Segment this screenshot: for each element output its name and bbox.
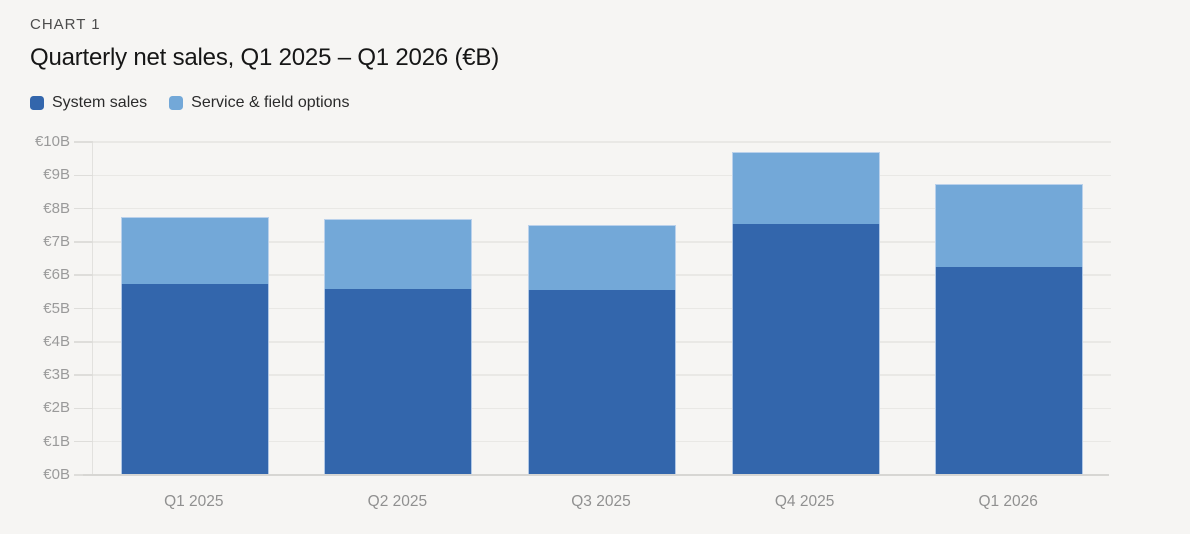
bar-q2-2025[interactable]	[324, 218, 473, 475]
bar-segment-service-field-options[interactable]	[324, 218, 473, 289]
bar-segment-service-field-options[interactable]	[120, 216, 269, 284]
y-axis-label: €3B	[43, 366, 70, 384]
bar-segment-service-field-options[interactable]	[935, 183, 1084, 267]
gridline	[93, 174, 1111, 177]
bar-segment-service-field-options[interactable]	[731, 152, 880, 224]
y-tick-mark	[74, 307, 93, 310]
bar-segment-system-sales[interactable]	[120, 283, 269, 475]
y-axis-label: €1B	[43, 432, 70, 450]
x-axis-line	[83, 473, 1109, 476]
y-tick-mark	[74, 374, 93, 376]
bar-q1-2025[interactable]	[120, 216, 269, 475]
bar-q3-2025[interactable]	[528, 225, 676, 475]
gridline	[93, 207, 1111, 210]
chart-kicker: CHART 1	[30, 16, 101, 33]
bar-q1-2026[interactable]	[935, 183, 1084, 475]
legend: System sales Service & field options	[30, 94, 349, 112]
x-axis-label: Q1 2025	[164, 493, 224, 510]
bar-segment-system-sales[interactable]	[324, 288, 473, 475]
legend-label: Service & field options	[191, 94, 350, 111]
y-tick-mark	[74, 274, 93, 276]
y-axis-label: €7B	[43, 232, 70, 250]
y-tick-mark	[74, 174, 93, 177]
plot-area	[92, 141, 1111, 475]
y-axis-label: €10B	[34, 133, 70, 150]
chart-canvas: €0B €1B €2B €3B €4B €5B €6B €7B €8B €9B €10B Q1 202…	[0, 133, 1190, 534]
x-axis-label: Q1 2026	[978, 493, 1038, 510]
bar-segment-system-sales[interactable]	[731, 223, 880, 475]
legend-swatch-icon	[30, 96, 44, 110]
bar-segment-service-field-options[interactable]	[528, 225, 676, 291]
bar-segment-system-sales[interactable]	[528, 290, 676, 475]
x-axis-label: Q4 2025	[774, 493, 835, 510]
chart-title: Quarterly net sales, Q1 2025 – Q1 2026 (…	[30, 44, 499, 71]
legend-item-service-field-options[interactable]: Service & field options	[169, 94, 349, 112]
y-tick-mark	[74, 440, 93, 443]
y-tick-mark	[74, 207, 93, 210]
legend-item-system-sales[interactable]: System sales	[30, 94, 147, 112]
y-axis-label: €5B	[43, 299, 70, 317]
y-axis-label: €4B	[43, 332, 70, 350]
x-axis-label: Q2 2025	[367, 493, 428, 510]
y-axis-label: €9B	[43, 166, 70, 184]
y-axis-label: €2B	[43, 399, 70, 417]
y-tick-mark	[74, 241, 93, 243]
y-tick-mark	[74, 141, 93, 143]
bar-segment-system-sales[interactable]	[935, 266, 1084, 475]
y-axis-label: €6B	[43, 266, 70, 284]
y-tick-mark	[74, 341, 93, 343]
x-axis-label: Q3 2025	[571, 493, 631, 510]
gridline	[93, 141, 1111, 143]
legend-label: System sales	[52, 94, 148, 111]
y-axis-label: €8B	[43, 199, 70, 217]
legend-swatch-icon	[169, 96, 184, 110]
y-tick-mark	[74, 407, 93, 410]
bar-q4-2025[interactable]	[731, 152, 880, 475]
y-axis-label: €0B	[43, 466, 70, 483]
